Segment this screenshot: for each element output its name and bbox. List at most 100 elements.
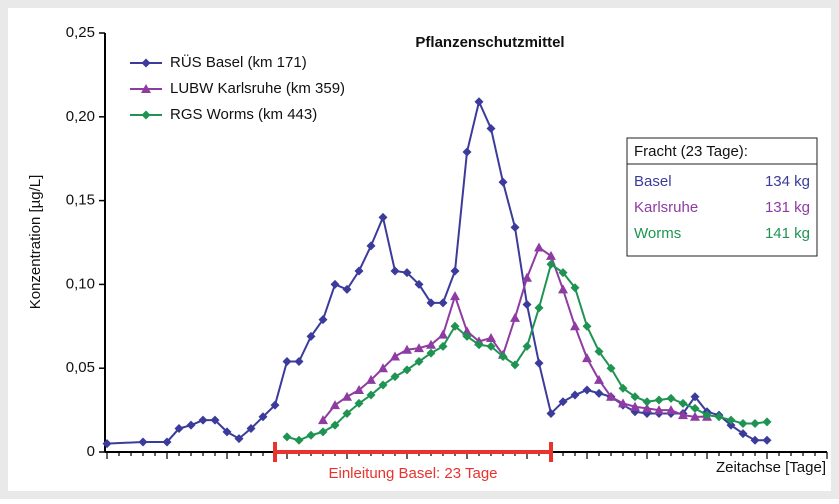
marker	[594, 374, 604, 384]
marker	[378, 212, 388, 222]
marker	[450, 321, 460, 331]
marker	[654, 405, 664, 415]
marker	[678, 410, 688, 420]
marker	[558, 397, 568, 407]
marker	[558, 268, 568, 278]
marker	[246, 424, 256, 434]
marker	[522, 300, 532, 310]
marker	[198, 415, 208, 425]
y-tick-label: 0	[87, 443, 95, 460]
marker	[366, 241, 376, 251]
marker	[738, 419, 748, 429]
marker	[366, 390, 376, 400]
marker	[486, 124, 496, 134]
marker	[258, 412, 268, 422]
marker	[294, 356, 304, 366]
marker	[222, 427, 232, 437]
fracht-site: Basel	[634, 173, 672, 190]
span-label: Einleitung Basel: 23 Tage	[328, 465, 497, 482]
marker	[438, 329, 448, 339]
y-axis-label: Konzentration [µg/L]	[27, 175, 44, 310]
marker	[618, 398, 628, 408]
marker	[426, 339, 436, 349]
marker	[186, 420, 196, 430]
marker	[318, 427, 328, 437]
marker	[402, 365, 412, 375]
marker	[534, 242, 544, 252]
marker	[438, 298, 448, 308]
marker	[378, 363, 388, 373]
marker	[462, 331, 472, 341]
marker	[642, 403, 652, 413]
marker	[402, 268, 412, 278]
marker	[234, 434, 244, 444]
marker	[414, 279, 424, 289]
marker	[366, 374, 376, 384]
x-axis-label: Zeitachse [Tage]	[716, 459, 826, 476]
marker	[762, 435, 772, 445]
chart-title: Pflanzenschutzmittel	[415, 34, 564, 51]
marker	[342, 284, 352, 294]
marker	[570, 390, 580, 400]
marker	[354, 384, 364, 394]
marker	[141, 110, 151, 120]
marker	[690, 392, 700, 402]
marker	[402, 344, 412, 354]
marker	[270, 400, 280, 410]
marker	[474, 97, 484, 107]
marker	[306, 331, 316, 341]
y-tick-label: 0,10	[66, 275, 95, 292]
marker	[414, 343, 424, 353]
marker	[690, 403, 700, 413]
marker	[354, 398, 364, 408]
marker	[570, 321, 580, 331]
legend-label: LUBW Karlsruhe (km 359)	[170, 80, 345, 97]
marker	[606, 391, 616, 401]
marker	[486, 333, 496, 343]
marker	[306, 430, 316, 440]
marker	[390, 266, 400, 276]
marker	[486, 341, 496, 351]
marker	[558, 284, 568, 294]
marker	[582, 321, 592, 331]
marker	[378, 380, 388, 390]
marker	[714, 412, 724, 422]
fracht-site: Worms	[634, 225, 681, 242]
fracht-value: 141 kg	[765, 225, 810, 242]
marker	[594, 388, 604, 398]
fracht-title: Fracht (23 Tage):	[634, 143, 748, 160]
marker	[330, 420, 340, 430]
fracht-site: Karlsruhe	[634, 199, 698, 216]
marker	[390, 351, 400, 361]
marker	[762, 417, 772, 427]
marker	[702, 410, 712, 420]
marker	[654, 395, 664, 405]
marker	[606, 363, 616, 373]
marker	[141, 58, 151, 68]
marker	[141, 84, 151, 93]
marker	[546, 408, 556, 418]
marker	[546, 259, 556, 269]
marker	[630, 401, 640, 411]
marker	[414, 356, 424, 366]
marker	[342, 391, 352, 401]
fracht-value: 131 kg	[765, 199, 810, 216]
marker	[330, 400, 340, 410]
marker	[522, 341, 532, 351]
marker	[666, 393, 676, 403]
marker	[582, 353, 592, 363]
marker	[510, 312, 520, 322]
marker	[510, 360, 520, 370]
marker	[510, 222, 520, 232]
marker	[570, 283, 580, 293]
marker	[318, 415, 328, 425]
fracht-value: 134 kg	[765, 173, 810, 190]
legend-label: RÜS Basel (km 171)	[170, 53, 307, 71]
marker	[546, 250, 556, 260]
marker	[594, 346, 604, 356]
marker	[210, 415, 220, 425]
marker	[162, 437, 172, 447]
marker	[450, 291, 460, 301]
y-tick-label: 0,20	[66, 108, 95, 125]
marker	[462, 147, 472, 157]
